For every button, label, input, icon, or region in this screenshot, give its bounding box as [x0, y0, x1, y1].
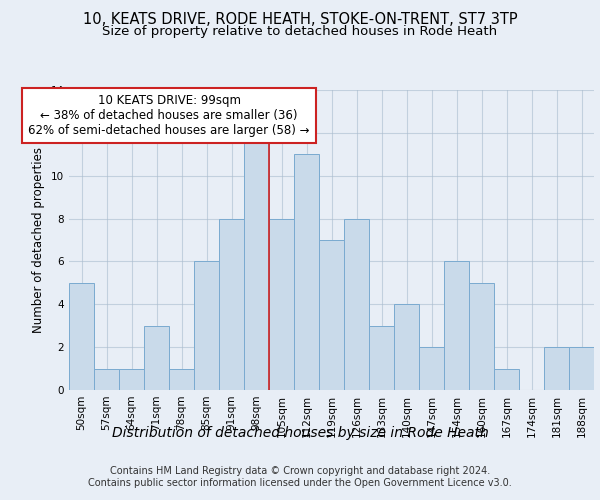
Text: Distribution of detached houses by size in Rode Heath: Distribution of detached houses by size …	[112, 426, 488, 440]
Bar	[569, 347, 594, 390]
Bar	[469, 283, 494, 390]
Text: 10 KEATS DRIVE: 99sqm
← 38% of detached houses are smaller (36)
62% of semi-deta: 10 KEATS DRIVE: 99sqm ← 38% of detached …	[28, 94, 310, 138]
Text: 10, KEATS DRIVE, RODE HEATH, STOKE-ON-TRENT, ST7 3TP: 10, KEATS DRIVE, RODE HEATH, STOKE-ON-TR…	[83, 12, 517, 28]
Bar	[269, 218, 294, 390]
Bar	[419, 347, 444, 390]
Bar	[294, 154, 319, 390]
Bar	[69, 283, 94, 390]
Bar	[219, 218, 244, 390]
Bar	[244, 133, 269, 390]
Text: Size of property relative to detached houses in Rode Heath: Size of property relative to detached ho…	[103, 25, 497, 38]
Bar	[344, 218, 369, 390]
Bar	[94, 368, 119, 390]
Bar	[319, 240, 344, 390]
Bar	[144, 326, 169, 390]
Bar	[494, 368, 519, 390]
Text: Contains HM Land Registry data © Crown copyright and database right 2024.
Contai: Contains HM Land Registry data © Crown c…	[88, 466, 512, 487]
Bar	[194, 262, 219, 390]
Bar	[369, 326, 394, 390]
Bar	[444, 262, 469, 390]
Bar	[169, 368, 194, 390]
Bar	[119, 368, 144, 390]
Bar	[394, 304, 419, 390]
Bar	[544, 347, 569, 390]
Y-axis label: Number of detached properties: Number of detached properties	[32, 147, 46, 333]
